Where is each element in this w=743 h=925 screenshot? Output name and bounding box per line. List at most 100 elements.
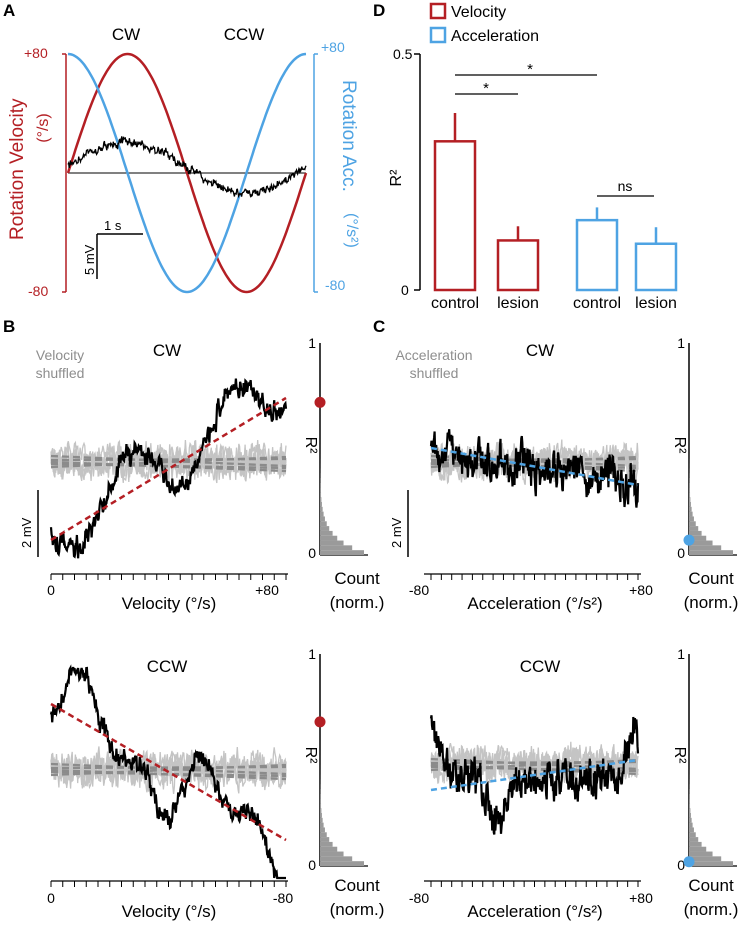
- acceleration-axis-label: Rotation Acc.: [338, 80, 359, 192]
- hist-ybottom: 0: [677, 545, 685, 561]
- acceleration-ccw-xmin: -80: [409, 890, 429, 906]
- bar-category-label: control: [573, 295, 621, 312]
- velocity-stimulus-curve: [66, 52, 308, 294]
- shuffled-fit-line: [50, 762, 287, 776]
- velocity-cw-scale-label: 2 mV: [19, 517, 34, 548]
- legend-velocity-swatch: [429, 2, 447, 20]
- hist-bar: [689, 803, 691, 809]
- shuffled-fit-line: [50, 454, 287, 468]
- velocity-cw-fit-line: [50, 396, 287, 542]
- acceleration-cw-xmin: -80: [409, 582, 429, 598]
- hist-bar: [689, 808, 691, 814]
- acceleration-bottom-tick: -80: [325, 277, 345, 293]
- hist-bar: [689, 492, 691, 498]
- hist-bar: [320, 822, 324, 828]
- bar-group: control lesion control lesion: [431, 113, 678, 312]
- velocity-ccw-fit-line: [50, 702, 287, 842]
- acceleration-ccw-plot: CCW -80 +80 Acceleration (°/s²): [409, 657, 653, 921]
- hist-xlabel-1: Count: [334, 569, 380, 588]
- hist-xlabel-2: (norm.): [684, 593, 739, 612]
- velocity-bottom-tick: -80: [28, 283, 48, 299]
- hist-bar: [320, 487, 321, 493]
- hist-bar: [320, 856, 353, 862]
- hist-bar: [689, 837, 699, 842]
- hist-ylabel: R²: [671, 747, 688, 765]
- bar-ytick-bottom: 0: [401, 282, 409, 298]
- hist-bar: [689, 497, 691, 503]
- observed-r2-marker: [683, 856, 695, 868]
- hist-bar: [320, 492, 322, 498]
- acceleration-shuffled-label-1: Acceleration: [395, 347, 472, 363]
- observed-r2-marker: [683, 534, 695, 546]
- hist-bar: [689, 851, 713, 857]
- velocity-shuffled-label-2: shuffled: [36, 365, 85, 381]
- hist-bar: [689, 502, 691, 507]
- shuffled-trace: [50, 439, 287, 483]
- hist-bar: [320, 497, 322, 503]
- bar-category-label: lesion: [635, 295, 677, 312]
- bar: [496, 239, 540, 292]
- hist-ytop: 1: [308, 335, 316, 351]
- hist-bar: [689, 822, 693, 828]
- legend-velocity-label: Velocity: [451, 4, 506, 21]
- hist-bar: [320, 832, 327, 838]
- shuffled-trace: [50, 439, 287, 484]
- hist-bar: [689, 798, 690, 804]
- panel-d: D Velocity Acceleration 0.5 0 R² control…: [373, 1, 678, 312]
- hist-bar: [320, 861, 364, 867]
- legend-acceleration-label: Acceleration: [451, 28, 539, 45]
- acceleration-ccw-fit-line: [430, 758, 639, 792]
- shuffled-fit-line: [50, 768, 287, 781]
- shuffled-fit-line: [50, 457, 287, 462]
- hist-bar: [320, 837, 330, 842]
- acceleration-axis-unit: (°/s²): [343, 213, 360, 248]
- panel-c-label: C: [373, 317, 385, 336]
- hist-bar: [689, 511, 693, 517]
- shuffled-traces: [50, 439, 287, 484]
- hist-bar: [320, 511, 324, 517]
- panel-a-label: A: [3, 1, 15, 20]
- velocity-ccw-x-ticks: [50, 881, 287, 887]
- acceleration-ccw-title: CCW: [520, 657, 561, 676]
- velocity-axis-unit: (°/s): [35, 113, 52, 143]
- hist-bar: [320, 521, 327, 527]
- sig-label-control: *: [527, 61, 533, 78]
- shuffled-fit-lines: [50, 762, 287, 781]
- hist-ybottom: 0: [308, 545, 316, 561]
- velocity-cw-xmin: 0: [47, 582, 55, 598]
- observed-r2-marker: [314, 716, 326, 728]
- panel-d-label: D: [373, 1, 385, 20]
- velocity-cw-xmax: +80: [255, 582, 279, 598]
- acceleration-stimulus-curve: [67, 52, 307, 294]
- hist-bar: [689, 516, 694, 522]
- hist-bar: [320, 482, 321, 488]
- sig-label-velocity: *: [483, 80, 489, 97]
- legend-acceleration-swatch: [429, 26, 447, 44]
- r2-histogram-acceleration-cw: 1 0 R² Count (norm.): [671, 335, 738, 612]
- acceleration-cw-x-ticks: [430, 574, 639, 580]
- hist-ylabel: R²: [671, 437, 688, 455]
- acceleration-cw-title: CW: [526, 341, 554, 360]
- hist-bar: [320, 798, 321, 804]
- hist-bar: [689, 487, 690, 493]
- hist-ylabel: R²: [302, 747, 319, 765]
- bar-ytick-top: 0.5: [393, 46, 413, 62]
- acceleration-cw-scale-label: 2 mV: [389, 517, 404, 548]
- acceleration-cw-xmax: +80: [629, 582, 653, 598]
- hist-ybottom: 0: [308, 857, 316, 873]
- bar: [433, 140, 477, 292]
- velocity-cw-title: CW: [153, 341, 181, 360]
- hist-bar: [320, 803, 322, 809]
- hist-bar: [689, 861, 733, 867]
- hist-bar: [320, 813, 322, 818]
- hist-bar: [689, 540, 713, 546]
- hist-bar: [689, 817, 692, 823]
- hist-bar: [320, 817, 323, 823]
- bar-category-label: control: [431, 295, 479, 312]
- shuffled-fit-line: [50, 460, 287, 473]
- hist-bar: [320, 506, 323, 512]
- shuffled-traces: [50, 746, 287, 794]
- hist-bar: [320, 540, 344, 546]
- velocity-axis-label: Rotation Velocity: [7, 98, 28, 240]
